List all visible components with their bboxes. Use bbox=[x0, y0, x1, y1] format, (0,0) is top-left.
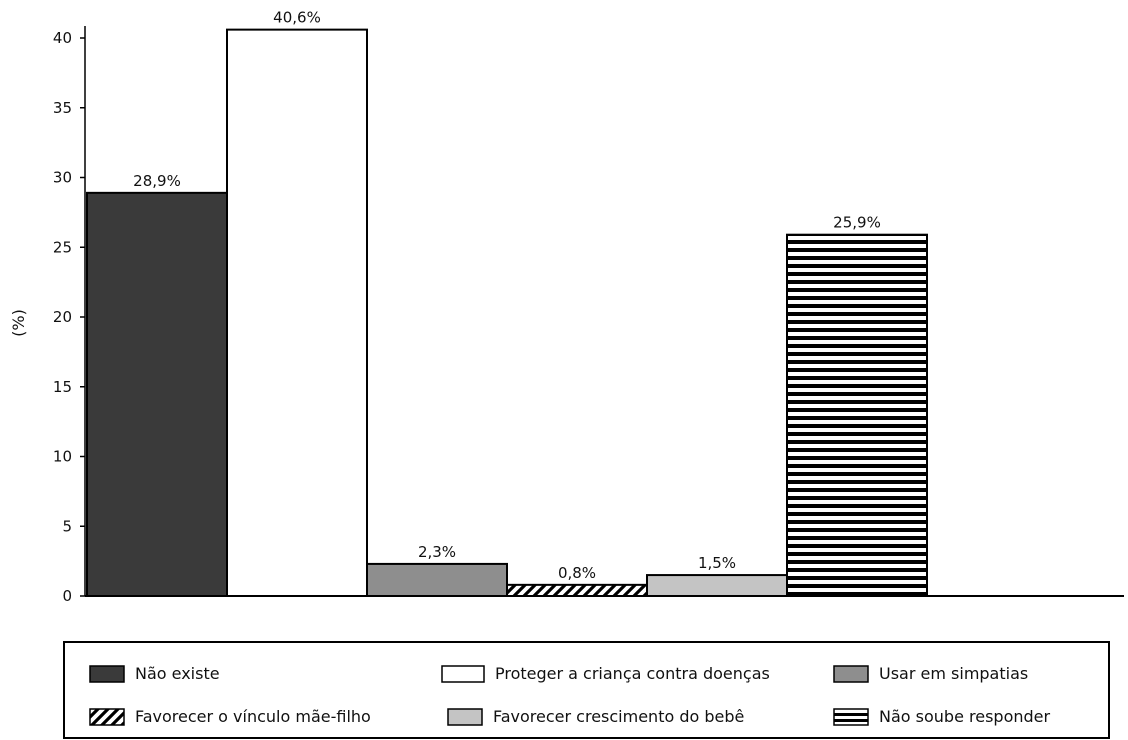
legend-label: Proteger a criança contra doenças bbox=[495, 664, 770, 683]
legend-swatch-gray bbox=[833, 664, 869, 683]
legend-swatch-diagonal bbox=[89, 707, 125, 726]
bar bbox=[786, 233, 928, 597]
legend-label: Favorecer crescimento do bebê bbox=[493, 707, 745, 726]
legend-swatch-dark bbox=[89, 664, 125, 683]
legend-item-proteger: Proteger a criança contra doenças bbox=[441, 664, 770, 683]
data-label: 40,6% bbox=[273, 9, 321, 27]
y-tick-label: 35 bbox=[53, 99, 72, 117]
legend-swatch-light-gray bbox=[447, 707, 483, 726]
legend-item-crescimento: Favorecer crescimento do bebê bbox=[447, 707, 744, 726]
bar bbox=[86, 191, 228, 597]
bar bbox=[366, 562, 508, 597]
y-tick-label: 10 bbox=[53, 448, 72, 466]
data-label: 28,9% bbox=[133, 172, 181, 190]
y-tick-label: 0 bbox=[62, 587, 72, 605]
legend-item-nao-soube: Não soube responder bbox=[833, 707, 1050, 726]
bars: 28,9% 40,6% 2,3% 0,8% 1,5% 25,9% bbox=[86, 9, 928, 598]
bar bbox=[506, 583, 648, 598]
legend-label: Não existe bbox=[135, 664, 220, 683]
data-label: 2,3% bbox=[418, 543, 456, 561]
y-axis-title: (%) bbox=[9, 309, 28, 337]
y-tick-label: 25 bbox=[53, 238, 72, 256]
legend-label: Usar em simpatias bbox=[879, 664, 1029, 683]
y-tick-label: 5 bbox=[62, 517, 72, 535]
legend-item-nao-existe: Não existe bbox=[89, 664, 220, 683]
y-tick-label: 20 bbox=[53, 308, 72, 326]
y-tick-label: 15 bbox=[53, 378, 72, 396]
legend-swatch-stripes bbox=[833, 707, 869, 726]
legend-swatch-white bbox=[441, 664, 485, 683]
y-tick-label: 40 bbox=[53, 29, 72, 47]
data-label: 1,5% bbox=[698, 554, 736, 572]
bar bbox=[226, 28, 368, 597]
bar bbox=[646, 574, 788, 598]
y-tick-label: 30 bbox=[53, 169, 72, 187]
data-label: 25,9% bbox=[833, 214, 881, 232]
legend-label: Favorecer o vínculo mãe-filho bbox=[135, 707, 371, 726]
legend-label: Não soube responder bbox=[879, 707, 1051, 726]
legend-item-vinculo: Favorecer o vínculo mãe-filho bbox=[89, 707, 371, 726]
data-label: 0,8% bbox=[558, 564, 596, 582]
legend: Não existe Proteger a criança contra doe… bbox=[63, 641, 1110, 739]
legend-item-simpatias: Usar em simpatias bbox=[833, 664, 1028, 683]
